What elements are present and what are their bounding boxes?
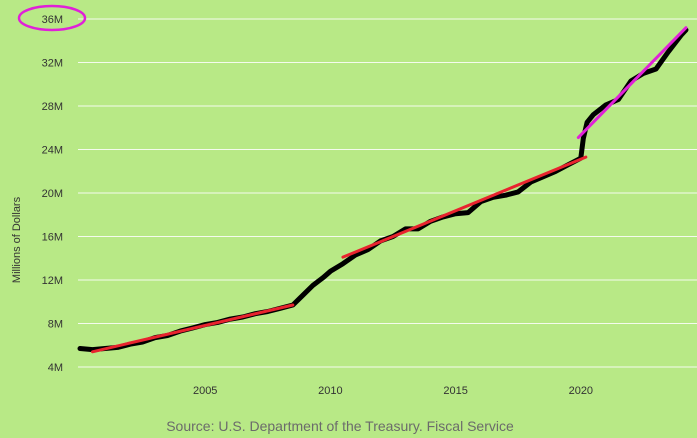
x-tick-label-2020: 2020: [569, 385, 593, 397]
y-axis-title: Millions of Dollars: [11, 196, 23, 283]
y-tick-label-24M: 24M: [42, 145, 63, 157]
x-tick-label-2010: 2010: [318, 385, 342, 397]
series-line-0: [77, 27, 689, 353]
trend-2010-2020: [341, 155, 588, 259]
highlight-36m-label: [17, 4, 87, 32]
annotation-layer: [17, 4, 688, 354]
x-axis-tick-labels: 2005 2010 2015 2020: [193, 385, 593, 397]
y-tick-label-8M: 8M: [48, 319, 63, 331]
y-tick-label-4M: 4M: [48, 362, 63, 374]
x-tick-label-2015: 2015: [443, 385, 467, 397]
source-note: Source: U.S. Department of the Treasury.…: [166, 418, 514, 434]
series-layer: [77, 27, 689, 353]
y-tick-label-16M: 16M: [42, 232, 63, 244]
gridlines: [78, 18, 697, 368]
x-tick-label-2005: 2005: [193, 385, 217, 397]
trend-2001-2008: [91, 303, 295, 354]
y-tick-label-32M: 32M: [42, 58, 63, 70]
y-tick-label-20M: 20M: [42, 188, 63, 200]
y-tick-label-12M: 12M: [42, 275, 63, 287]
trend-2020-2024: [576, 26, 688, 140]
y-tick-label-28M: 28M: [42, 101, 63, 113]
y-axis-tick-labels: 4M 8M 12M 16M 20M 24M 28M 32M 36M: [42, 14, 63, 374]
y-tick-label-36M: 36M: [42, 14, 63, 26]
